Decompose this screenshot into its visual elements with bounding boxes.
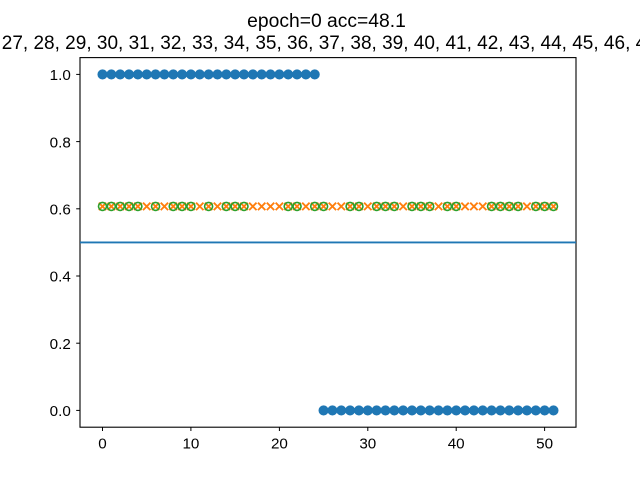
svg-text:0.6: 0.6	[50, 202, 71, 219]
svg-text:0.4: 0.4	[50, 269, 71, 286]
svg-text:50: 50	[536, 435, 553, 452]
svg-text:epoch=0 acc=48.1: epoch=0 acc=48.1	[247, 11, 406, 32]
svg-text:10: 10	[182, 435, 199, 452]
svg-text:1.0: 1.0	[50, 67, 71, 84]
svg-text:0.8: 0.8	[50, 134, 71, 151]
svg-text:0: 0	[98, 435, 106, 452]
svg-text:40: 40	[448, 435, 465, 452]
svg-text:27, 28, 29, 30, 31, 32, 33, 34: 27, 28, 29, 30, 31, 32, 33, 34, 35, 36, …	[2, 33, 640, 54]
svg-text:0.2: 0.2	[50, 336, 71, 353]
svg-text:20: 20	[271, 435, 288, 452]
svg-text:0.0: 0.0	[50, 403, 71, 420]
svg-text:30: 30	[359, 435, 376, 452]
